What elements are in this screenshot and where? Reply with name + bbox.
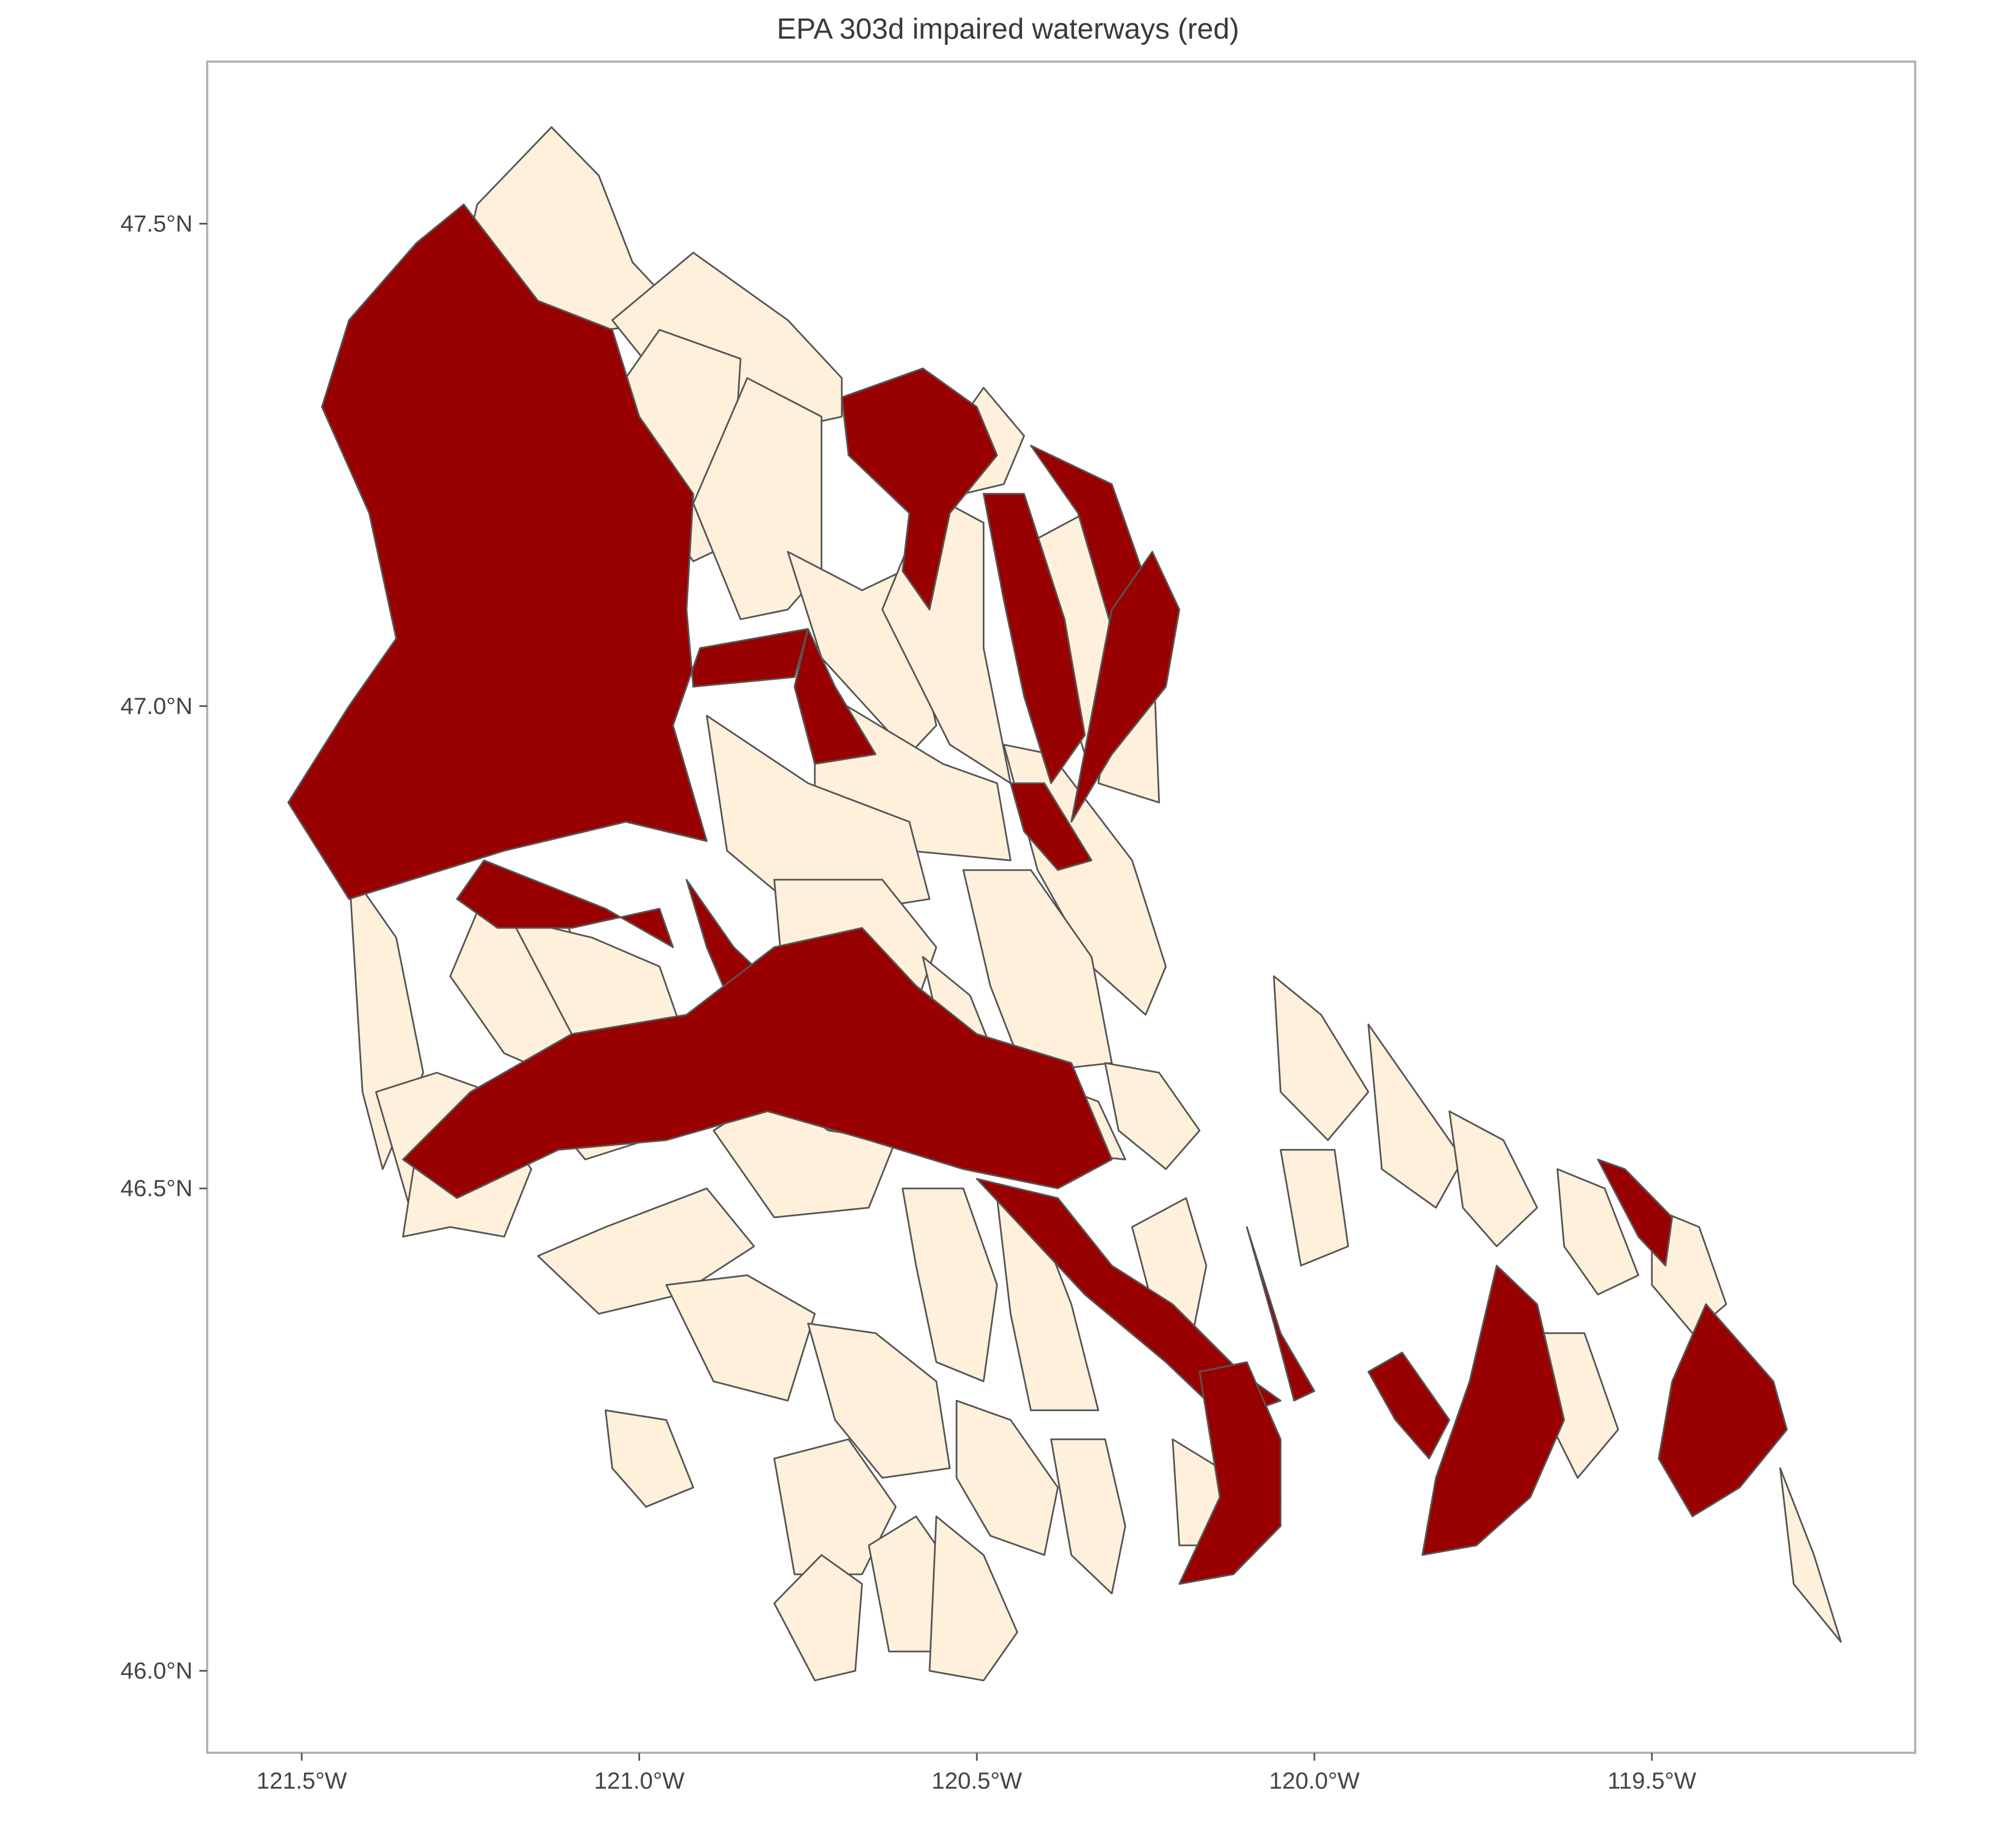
x-tick-label: 121.0°W xyxy=(594,1767,685,1794)
watershed-31 xyxy=(928,1515,1019,1682)
impaired-watershed-46 xyxy=(794,628,876,765)
y-tick-label: 47.5°N xyxy=(120,210,193,236)
y-tick-label: 46.0°N xyxy=(120,1658,193,1684)
x-tick-label: 120.0°W xyxy=(1269,1767,1360,1794)
x-tick-label: 121.5°W xyxy=(256,1767,347,1794)
impaired-watershed-58 xyxy=(1368,1351,1450,1460)
watershed-26 xyxy=(807,1322,951,1479)
x-tick-label: 119.5°W xyxy=(1608,1767,1697,1794)
x-axis: 121.5°W 121.0°W 120.5°W 120.0°W 119.5°W xyxy=(256,1753,1696,1794)
map-title: EPA 303d impaired waterways (red) xyxy=(777,13,1239,45)
impaired-watershed-55 xyxy=(976,1178,1282,1421)
watershed-11 xyxy=(706,715,931,920)
watershed-12 xyxy=(962,869,1113,1074)
impaired-watershed-57 xyxy=(1246,1226,1315,1402)
watershed-27 xyxy=(955,1399,1059,1556)
y-tick-label: 46.5°N xyxy=(120,1175,193,1201)
impaired-watershed-45 xyxy=(287,203,809,900)
watershed-21 xyxy=(537,1187,755,1315)
x-tick-label: 120.5°W xyxy=(932,1767,1023,1794)
y-tick-label: 47.0°N xyxy=(120,693,193,719)
watershed-40 xyxy=(1280,1149,1349,1267)
impaired-watershed-50 xyxy=(982,493,1086,785)
impaired-watershed-60 xyxy=(1658,1303,1788,1518)
impaired-watershed-52 xyxy=(1070,550,1180,823)
watershed-36 xyxy=(1556,1168,1640,1296)
impaired-watershed-53 xyxy=(1010,782,1093,871)
impaired-watershed-47 xyxy=(456,859,674,948)
impaired-watershed-59 xyxy=(1421,1264,1565,1556)
impaired-watershed-56 xyxy=(1178,1361,1282,1585)
watershed-regions xyxy=(287,126,1842,1682)
impaired-watershed-49 xyxy=(841,367,998,610)
watershed-41 xyxy=(1104,1062,1201,1170)
watershed-32 xyxy=(773,1554,863,1682)
watershed-24 xyxy=(902,1187,998,1383)
watershed-28 xyxy=(1050,1438,1126,1595)
watershed-33 xyxy=(1273,975,1369,1141)
watershed-23 xyxy=(665,1274,816,1402)
impaired-watershed-54 xyxy=(402,927,1113,1199)
y-axis: 46.0°N 46.5°N 47.0°N 47.5°N xyxy=(120,210,207,1684)
watershed-44 xyxy=(1779,1467,1842,1643)
watershed-35 xyxy=(1448,1110,1538,1248)
watershed-42 xyxy=(604,1409,694,1508)
watershed-34 xyxy=(1368,1023,1464,1209)
impaired-watershed-61 xyxy=(1597,1159,1673,1267)
panel-border xyxy=(206,60,1916,1754)
